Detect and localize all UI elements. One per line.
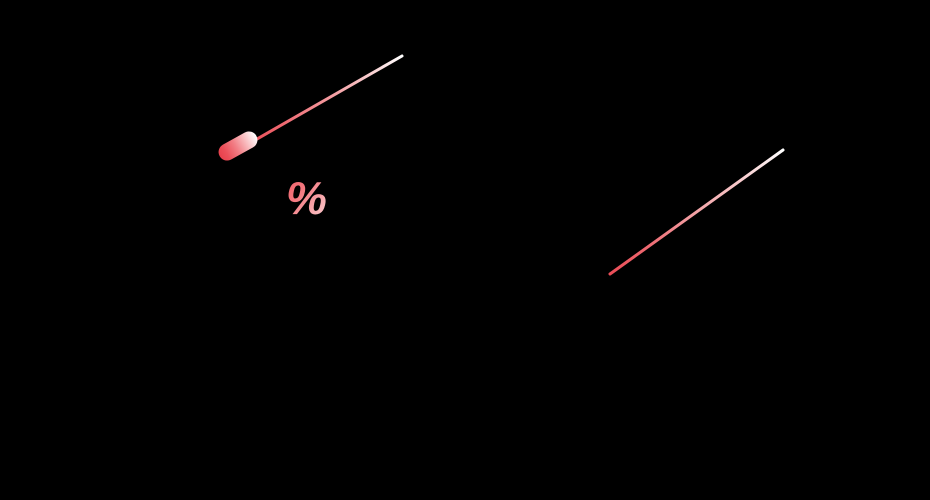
trend-line-left [248, 54, 404, 145]
trend-line-right [608, 148, 785, 276]
capsule-marker-body [218, 131, 258, 161]
percent-symbol-label: % [276, 168, 336, 228]
capsule-marker [218, 131, 258, 161]
